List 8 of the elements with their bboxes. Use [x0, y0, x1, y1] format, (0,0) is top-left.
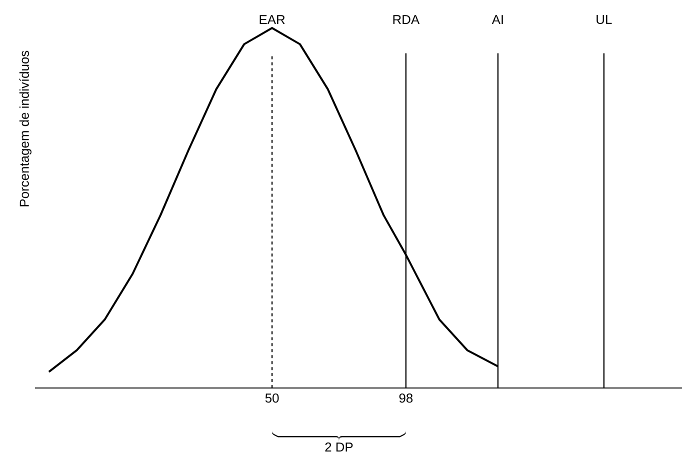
ref-line-label: AI [492, 15, 503, 24]
x-tick-label: 50 [265, 394, 279, 403]
ref-line-label: EAR [260, 15, 285, 24]
text: 2 DP [325, 442, 353, 452]
ref-line-label: UL [596, 14, 612, 24]
y-axis-title: Porcentagem de indivíduos [19, 50, 32, 206]
x-tick-label: 98 [399, 394, 413, 403]
ref-line-label: RDA [393, 15, 420, 24]
